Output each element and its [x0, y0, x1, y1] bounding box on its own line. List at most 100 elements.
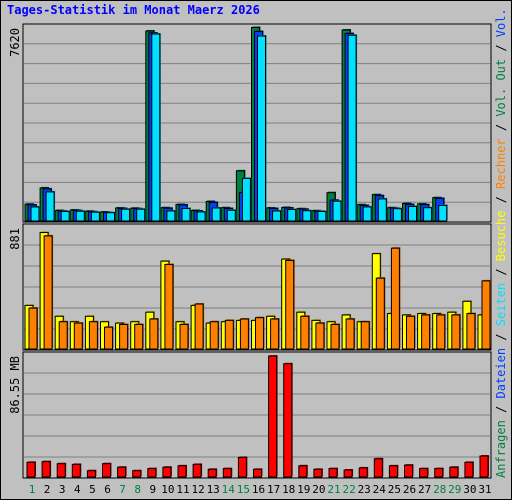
bar-rechner-9	[149, 318, 159, 350]
bar-seiten-26	[408, 205, 417, 222]
bar-volumen-5	[86, 470, 96, 478]
bar-rechner-7	[119, 323, 129, 350]
bar-seiten-17	[272, 210, 282, 222]
bar-seiten-13	[211, 207, 221, 222]
y-max-label: 86.55 MB	[8, 356, 22, 414]
x-tick-label: 5	[89, 483, 96, 496]
x-tick-label: 6	[104, 483, 111, 496]
bar-seiten-25	[392, 208, 402, 222]
bar-volumen-1	[26, 461, 36, 478]
bar-volumen-15	[237, 456, 247, 478]
bar-volumen-25	[388, 465, 398, 478]
bar-volumen-28	[434, 468, 444, 478]
bar-volumen-11	[177, 465, 187, 478]
bar-seiten-8	[136, 208, 146, 222]
bar-rechner-29	[451, 314, 461, 350]
legend-entry: Vol. In	[494, 0, 508, 37]
bar-seiten-1	[30, 206, 40, 222]
bar-rechner-24	[375, 277, 385, 350]
x-tick-label: 24	[373, 483, 387, 496]
bar-volumen-12	[192, 463, 202, 478]
legend-entry: /	[494, 399, 508, 421]
x-tick-label: 26	[403, 483, 416, 496]
bar-rechner-17	[270, 318, 280, 350]
x-tick-label: 11	[176, 483, 189, 496]
bar-volumen-27	[419, 468, 429, 478]
bar-seiten-10	[166, 210, 176, 222]
x-tick-label: 9	[149, 483, 156, 496]
bar-volumen-20	[313, 468, 323, 478]
bar-volumen-31	[479, 455, 489, 478]
bar-seiten-5	[90, 211, 100, 222]
bar-seiten-19	[302, 210, 312, 222]
x-tick-label: 3	[59, 483, 66, 496]
x-tick-label: 14	[222, 483, 236, 496]
bar-seiten-24	[377, 198, 387, 222]
bar-seiten-3	[60, 210, 70, 222]
bar-rechner-10	[164, 264, 174, 350]
x-tick-label: 20	[312, 483, 325, 496]
legend-entry: /	[494, 326, 508, 348]
x-tick-label: 12	[191, 483, 204, 496]
chart-title: Tages-Statistik im Monat Maerz 2026	[7, 3, 260, 17]
bar-seiten-2	[45, 191, 55, 222]
panel-border-1	[22, 23, 492, 223]
bar-volumen-17	[268, 355, 278, 478]
bar-rechner-22	[345, 318, 355, 350]
legend-entry: Besuche	[494, 211, 508, 262]
bar-rechner-6	[104, 326, 113, 350]
legend-entry: /	[494, 261, 508, 283]
bar-rechner-12	[194, 303, 204, 350]
x-tick-label: 7	[119, 483, 126, 496]
x-tick-label: 4	[74, 483, 81, 496]
x-tick-label: 1	[29, 483, 36, 496]
bar-seiten-22	[347, 34, 357, 222]
legend: Anfragen / Dateien / Seiten / Besuche / …	[494, 0, 508, 478]
bar-seiten-9	[151, 33, 161, 222]
panel-border-3	[22, 351, 492, 479]
bar-rechner-15	[239, 318, 249, 350]
x-tick-label: 10	[161, 483, 174, 496]
legend-entry: Vol. Out	[494, 59, 508, 117]
bar-rechner-2	[43, 235, 53, 350]
bar-rechner-23	[360, 321, 370, 350]
x-tick-label: 13	[207, 483, 220, 496]
bar-seiten-4	[75, 210, 85, 222]
bar-rechner-14	[224, 319, 234, 350]
bar-rechner-8	[134, 323, 144, 350]
legend-entry: Rechner	[494, 138, 508, 189]
bar-seiten-16	[257, 35, 266, 222]
bar-volumen-29	[449, 466, 459, 478]
bar-rechner-18	[285, 259, 295, 350]
bar-volumen-10	[162, 466, 172, 478]
bar-volumen-3	[56, 463, 66, 478]
x-tick-label: 30	[463, 483, 476, 496]
bar-volumen-21	[328, 468, 338, 478]
bar-rechner-27	[421, 314, 431, 350]
x-tick-label: 21	[327, 483, 340, 496]
legend-entry: /	[494, 37, 508, 59]
bar-volumen-13	[207, 468, 217, 478]
x-tick-label: 22	[342, 483, 355, 496]
x-tick-label: 2	[44, 483, 51, 496]
bar-seiten-23	[362, 206, 372, 222]
x-tick-label: 29	[448, 483, 461, 496]
bar-volumen-9	[147, 468, 157, 478]
legend-entry: Seiten	[494, 283, 508, 326]
bar-rechner-25	[390, 247, 400, 350]
bar-volumen-6	[102, 463, 111, 478]
bar-seiten-14	[226, 209, 236, 222]
bar-rechner-11	[179, 323, 189, 350]
bar-rechner-21	[330, 323, 340, 350]
bar-rechner-4	[73, 322, 83, 350]
bar-rechner-3	[58, 321, 68, 350]
bar-rechner-1	[28, 307, 38, 350]
bar-volumen-7	[117, 466, 127, 478]
bar-rechner-20	[315, 322, 325, 350]
bar-volumen-4	[71, 463, 81, 478]
bar-seiten-28	[438, 204, 448, 222]
x-tick-label: 31	[478, 483, 491, 496]
x-tick-label: 23	[358, 483, 371, 496]
bar-rechner-13	[209, 321, 219, 350]
